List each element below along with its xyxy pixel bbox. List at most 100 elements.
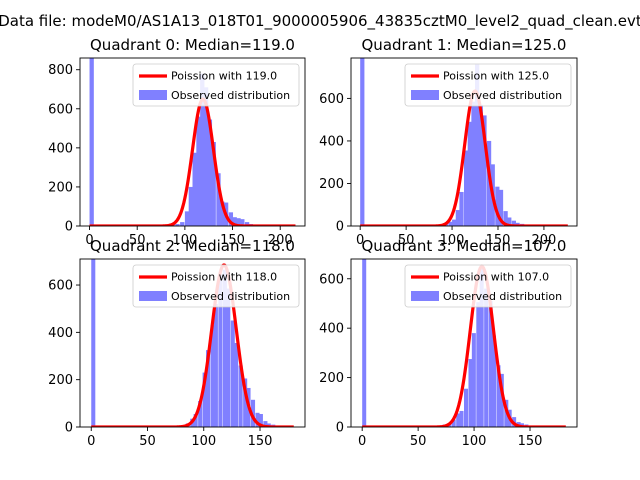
x-tick-label: 0 <box>358 434 366 449</box>
histogram-bar <box>479 268 484 427</box>
x-tick-label: 200 <box>532 233 557 248</box>
histogram-bar <box>234 343 239 427</box>
legend-hist-swatch <box>411 291 439 301</box>
x-tick-label: 0 <box>87 434 95 449</box>
histogram-bar <box>499 373 504 427</box>
histogram-bar <box>91 259 96 427</box>
y-tick-label: 200 <box>48 180 73 195</box>
subplot-title: Quadrant 0: Median=119.0 <box>90 36 295 54</box>
histogram-bar <box>263 421 268 427</box>
legend-hist-swatch <box>139 291 167 301</box>
histogram-bar <box>175 224 180 226</box>
legend-label-poisson: Poission with 125.0 <box>443 70 549 83</box>
y-tick-label: 0 <box>336 220 344 235</box>
histogram-bar <box>467 121 472 226</box>
histogram-bar <box>491 335 496 427</box>
subplot-title: Quadrant 1: Median=125.0 <box>362 36 567 54</box>
axes-frame <box>350 258 578 428</box>
histogram-bar <box>451 419 456 427</box>
y-tick-label: 200 <box>319 177 344 192</box>
histogram-bar <box>471 101 476 226</box>
x-tick-label: 100 <box>191 434 216 449</box>
legend-hist-swatch <box>411 90 439 100</box>
legend-hist-swatch <box>139 90 167 100</box>
histogram-bar <box>464 150 469 226</box>
histogram-bar <box>495 186 500 226</box>
histogram-bar <box>207 119 213 226</box>
histogram-bar <box>222 269 227 427</box>
subplot-title: Quadrant 3: Median=107.0 <box>362 237 567 255</box>
legend-label-poisson: Poission with 118.0 <box>171 271 277 284</box>
histogram-bar <box>478 104 483 226</box>
histogram-bar <box>459 191 464 226</box>
histogram-bar <box>188 186 193 226</box>
legend-label-observed: Observed distribution <box>171 290 290 303</box>
histogram-bar <box>203 87 209 226</box>
histogram-bar <box>193 413 198 427</box>
histogram-bar <box>362 259 367 427</box>
histogram-bar <box>243 378 248 427</box>
y-tick-label: 400 <box>48 326 73 341</box>
histogram-bar <box>496 365 501 427</box>
x-tick-label: 100 <box>440 233 465 248</box>
y-tick-label: 400 <box>319 134 344 149</box>
y-tick-label: 400 <box>48 141 73 156</box>
histogram-bar <box>200 73 205 226</box>
histogram-bar <box>456 413 461 427</box>
x-tick-label: 200 <box>268 233 293 248</box>
histogram-bar <box>232 217 237 226</box>
axes-frame <box>79 57 306 227</box>
histogram-bar <box>192 152 197 226</box>
histogram-bar <box>226 288 231 427</box>
y-tick-label: 0 <box>336 421 344 436</box>
x-tick-label: 50 <box>398 233 415 248</box>
x-tick-label: 100 <box>172 233 197 248</box>
histogram-bar <box>488 301 493 427</box>
histogram-bar <box>471 333 476 427</box>
histogram-bar <box>218 274 223 427</box>
poisson-curve <box>359 89 569 226</box>
legend-label-observed: Observed distribution <box>443 89 562 102</box>
subplot-title: Quadrant 2: Median=118.0 <box>90 237 295 255</box>
histogram-bar <box>475 64 480 226</box>
histogram-bar <box>464 388 469 427</box>
histogram-bar <box>236 218 241 226</box>
legend-box <box>404 264 572 308</box>
histogram-bar <box>498 189 504 226</box>
legend-label-observed: Observed distribution <box>171 89 290 102</box>
histogram-bar <box>228 212 234 226</box>
histogram-bar <box>468 359 473 427</box>
histogram-bar <box>202 372 207 427</box>
legend-box <box>132 264 300 308</box>
histogram-bar <box>244 222 250 226</box>
legend-label-poisson: Poission with 119.0 <box>171 70 277 83</box>
histogram-bar <box>452 219 457 226</box>
histogram-bar <box>196 116 201 226</box>
histogram-bar <box>240 219 245 226</box>
histogram-bar <box>184 211 190 226</box>
histogram-bar <box>459 410 464 427</box>
y-tick-label: 200 <box>319 371 344 386</box>
x-tick-label: 150 <box>518 434 543 449</box>
histogram-bar <box>89 58 94 226</box>
histogram-bar <box>238 365 243 427</box>
poisson-curve <box>90 263 295 427</box>
y-tick-label: 600 <box>319 272 344 287</box>
histogram-bar <box>210 325 215 427</box>
x-tick-label: 50 <box>139 434 156 449</box>
axes-frame <box>350 57 578 227</box>
x-tick-label: 0 <box>85 233 93 248</box>
histogram-bar <box>198 400 203 427</box>
x-tick-label: 50 <box>129 233 146 248</box>
histogram-bar <box>230 320 235 427</box>
y-tick-label: 600 <box>48 102 73 117</box>
y-tick-label: 0 <box>65 421 73 436</box>
histogram-bar <box>255 412 260 427</box>
y-tick-label: 0 <box>65 220 73 235</box>
legend-box <box>404 63 572 107</box>
histogram-bar <box>180 222 185 226</box>
y-tick-label: 200 <box>48 373 73 388</box>
histogram-bar <box>482 115 487 226</box>
histogram-bar <box>455 210 460 226</box>
x-tick-label: 100 <box>462 434 487 449</box>
